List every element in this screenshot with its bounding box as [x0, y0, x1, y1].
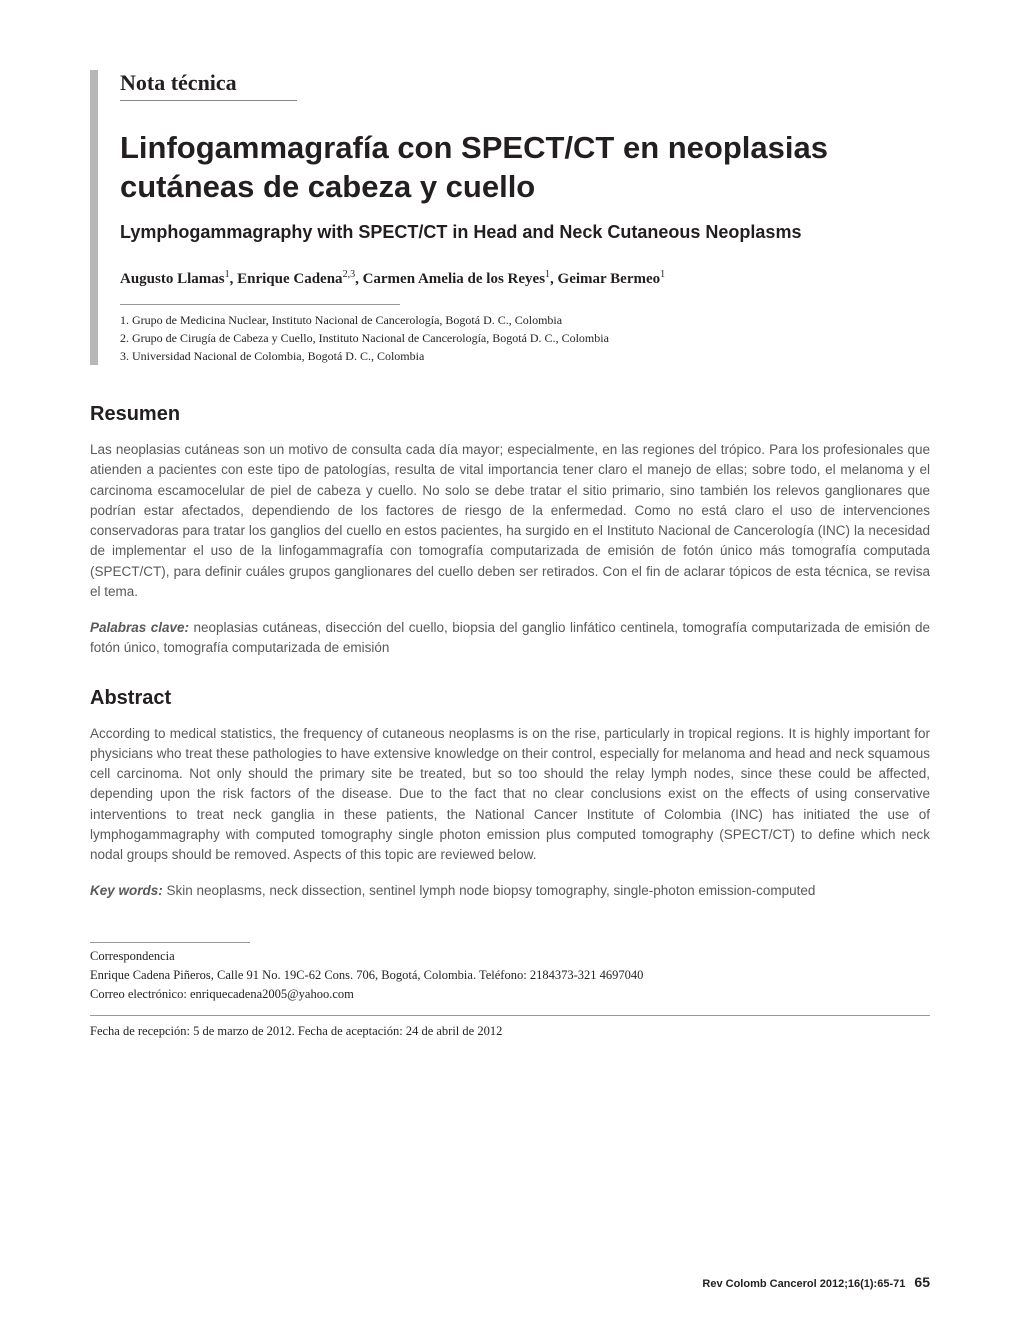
authors-line: Augusto Llamas1, Enrique Cadena2,3, Carm… — [120, 269, 930, 288]
abstract-body: According to medical statistics, the fre… — [90, 724, 930, 866]
abstract-heading: Abstract — [90, 687, 930, 710]
affiliation-divider — [120, 304, 400, 305]
section-label: Nota técnica — [120, 70, 297, 101]
resumen-kw-text: neoplasias cutáneas, disección del cuell… — [90, 620, 930, 655]
page-number: 65 — [914, 1274, 930, 1290]
dates-line: Fecha de recepción: 5 de marzo de 2012. … — [90, 1022, 930, 1041]
resumen-body: Las neoplasias cutáneas son un motivo de… — [90, 440, 930, 602]
affiliations-list: 1. Grupo de Medicina Nuclear, Instituto … — [120, 311, 930, 365]
footer-block: Correspondencia Enrique Cadena Piñeros, … — [90, 942, 930, 1042]
citation-text: Rev Colomb Cancerol 2012;16(1):65-71 — [702, 1278, 905, 1290]
dates-divider — [90, 1015, 930, 1016]
article-header: Nota técnica Linfogammagrafía con SPECT/… — [90, 70, 930, 365]
correspondence-line1: Enrique Cadena Piñeros, Calle 91 No. 19C… — [90, 966, 930, 985]
resumen-heading: Resumen — [90, 403, 930, 426]
correspondence-label: Correspondencia — [90, 947, 930, 966]
correspondence-divider — [90, 942, 250, 943]
abstract-keywords: Key words: Skin neoplasms, neck dissecti… — [90, 881, 930, 901]
article-subtitle: Lymphogammagraphy with SPECT/CT in Head … — [120, 221, 930, 244]
resumen-keywords: Palabras clave: neoplasias cutáneas, dis… — [90, 618, 930, 659]
correspondence-line2: Correo electrónico: enriquecadena2005@ya… — [90, 985, 930, 1004]
abstract-kw-text: Skin neoplasms, neck dissection, sentine… — [163, 883, 816, 898]
resumen-kw-label: Palabras clave: — [90, 620, 189, 635]
journal-citation: Rev Colomb Cancerol 2012;16(1):65-71 65 — [702, 1274, 930, 1290]
resumen-section: Resumen Las neoplasias cutáneas son un m… — [90, 403, 930, 659]
abstract-kw-label: Key words: — [90, 883, 163, 898]
article-title: Linfogammagrafía con SPECT/CT en neoplas… — [120, 129, 930, 207]
abstract-section: Abstract According to medical statistics… — [90, 687, 930, 902]
